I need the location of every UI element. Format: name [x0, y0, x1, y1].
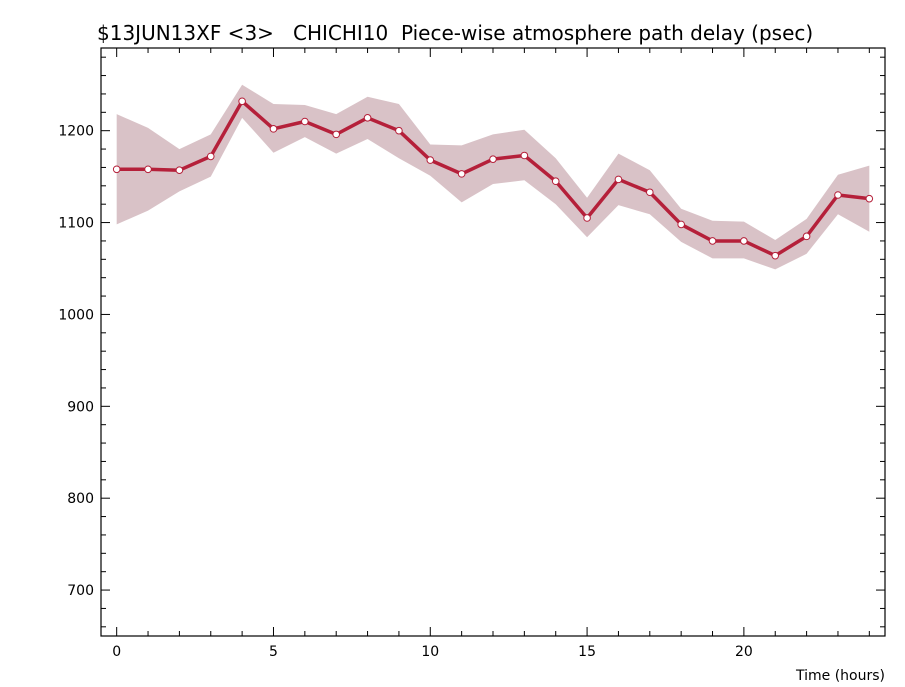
plot-layer: 700 800 900 1000 1100 1200 0 5 10 15 20	[58, 47, 886, 660]
x-tick-label: 15	[578, 644, 596, 660]
data-point	[489, 155, 497, 163]
data-point	[175, 166, 184, 174]
x-tick-label: 5	[269, 644, 278, 660]
y-tick-label: 800	[67, 491, 94, 507]
data-point	[363, 114, 372, 122]
data-point	[520, 151, 529, 160]
data-point	[112, 165, 121, 174]
x-axis-label: Time (hours)	[795, 668, 885, 684]
data-point	[395, 126, 403, 135]
data-point	[708, 237, 717, 245]
data-point	[834, 191, 842, 199]
data-point	[677, 220, 685, 229]
data-point	[206, 152, 215, 161]
data-point	[740, 237, 748, 245]
data-point	[771, 251, 780, 260]
x-tick-label: 20	[735, 644, 753, 660]
x-tick-label: 10	[421, 644, 439, 660]
y-tick-label: 1100	[58, 216, 94, 232]
data-point	[583, 214, 591, 222]
x-tick-label: 0	[112, 644, 121, 660]
data-point	[332, 130, 341, 139]
y-tick-label: 900	[67, 399, 94, 415]
data-point	[144, 165, 152, 174]
data-point	[865, 194, 874, 203]
data-point	[457, 170, 466, 178]
y-tick-label: 1200	[58, 124, 94, 140]
data-point	[802, 232, 811, 241]
data-point	[301, 117, 309, 126]
data-point	[426, 156, 435, 164]
y-tick-label: 1000	[58, 307, 94, 323]
data-point	[646, 188, 654, 197]
data-point	[551, 177, 560, 186]
uncertainty-band	[116, 84, 870, 270]
y-tick-label: 700	[67, 583, 94, 599]
chart-title: $13JUN13XF <3> CHICHI10 Piece-wise atmos…	[97, 21, 813, 45]
data-point	[269, 125, 278, 133]
data-point	[238, 97, 246, 106]
data-point	[614, 175, 623, 184]
